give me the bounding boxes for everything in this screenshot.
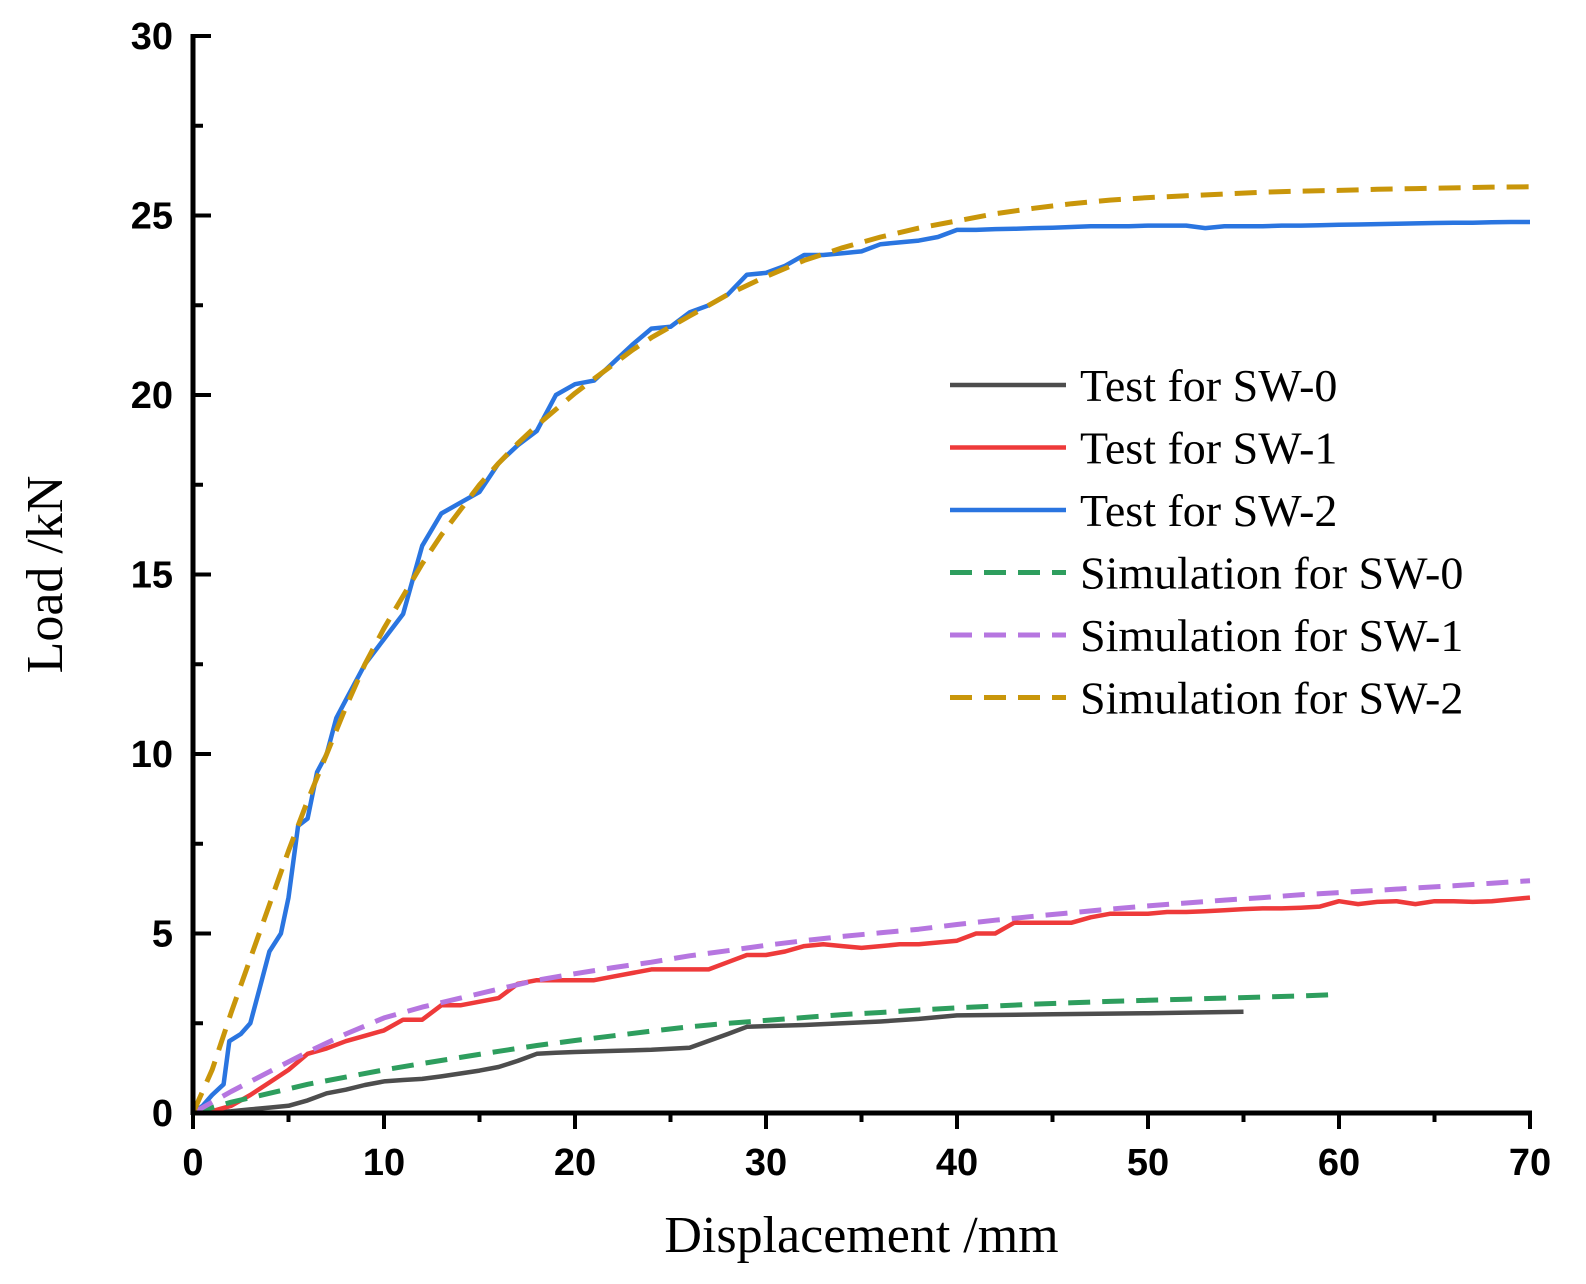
x-tick-label: 30	[745, 1142, 787, 1184]
y-tick-label: 10	[131, 734, 173, 776]
y-tick-label: 15	[131, 555, 173, 597]
x-tick-label: 20	[554, 1142, 596, 1184]
x-tick-label: 50	[1127, 1142, 1169, 1184]
y-tick-label: 5	[152, 914, 173, 956]
y-tick-label: 0	[152, 1093, 173, 1135]
x-tick-label: 40	[936, 1142, 978, 1184]
series-line-test-for-sw-1	[192, 895, 1531, 1116]
axes: 0 10 20 30 40 50 60 70 0 5 10 15 20 25 30	[131, 16, 1551, 1184]
x-tick-label: 70	[1509, 1142, 1551, 1184]
legend-label: Test for SW-0	[1080, 360, 1337, 411]
legend-label: Test for SW-1	[1080, 423, 1337, 474]
series-line-simulation-for-sw-0	[192, 992, 1340, 1116]
y-tick-label: 30	[131, 16, 173, 58]
y-tick-label: 20	[131, 375, 173, 417]
y-tick-label: 25	[131, 196, 173, 238]
series-line-simulation-for-sw-2	[190, 184, 1531, 1115]
legend-label: Simulation for SW-1	[1080, 610, 1463, 661]
x-axis-title: Displacement /mm	[664, 1207, 1058, 1264]
plot-lines	[190, 184, 1531, 1116]
x-tick-label: 10	[363, 1142, 405, 1184]
x-tick-label: 0	[182, 1142, 203, 1184]
legend-label: Test for SW-2	[1080, 485, 1337, 536]
legend-label: Simulation for SW-2	[1080, 673, 1463, 724]
legend: Test for SW-0 Test for SW-1 Test for SW-2 S…	[950, 360, 1463, 724]
legend-label: Simulation for SW-0	[1080, 548, 1463, 599]
series-line-test-for-sw-0	[192, 1009, 1244, 1116]
x-tick-label: 60	[1318, 1142, 1360, 1184]
series-line-test-for-sw-2	[191, 219, 1530, 1115]
series-line-simulation-for-sw-1	[191, 878, 1531, 1116]
y-axis-title: Load /kN	[17, 476, 74, 674]
